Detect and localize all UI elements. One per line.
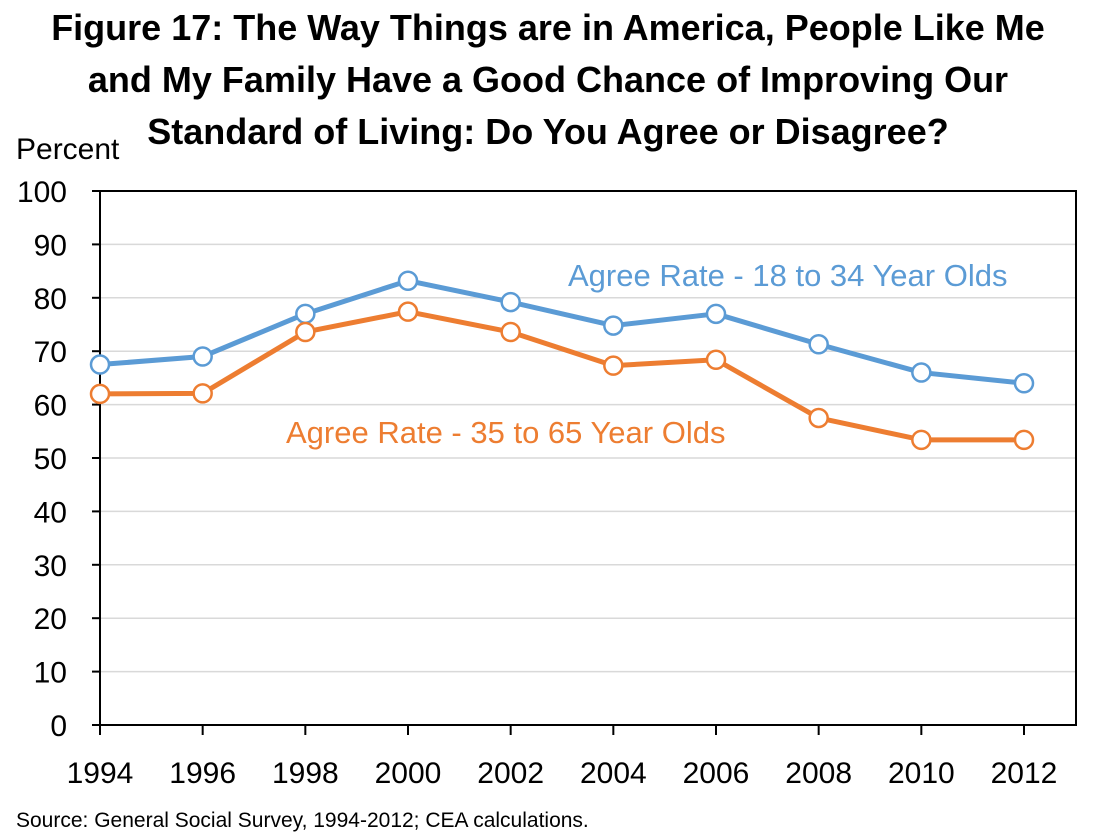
x-tick-label: 2008 (785, 757, 852, 790)
x-tick-label: 2006 (683, 757, 750, 790)
x-tick-label: 2000 (375, 757, 442, 790)
y-axis-label: Percent (16, 133, 120, 166)
data-point (192, 346, 213, 367)
data-point (192, 383, 213, 404)
y-tick-label: 20 (34, 603, 67, 636)
x-tick-label: 1994 (67, 757, 134, 790)
chart-title: Figure 17: The Way Things are in America… (0, 2, 1096, 158)
x-tick-label: 2010 (888, 757, 955, 790)
y-tick-label: 100 (17, 176, 67, 209)
series-line-0 (99, 278, 1025, 386)
data-point (808, 407, 829, 429)
y-tick-label: 80 (34, 283, 67, 316)
data-point (911, 429, 932, 451)
y-tick-label: 30 (34, 550, 67, 583)
data-point (89, 383, 111, 405)
y-tick-label: 90 (34, 229, 67, 262)
chart-title-line: Standard of Living: Do You Agree or Disa… (147, 111, 949, 152)
y-tick-label: 70 (34, 336, 67, 369)
x-tick-label: 1998 (272, 757, 339, 790)
series-line-1 (99, 309, 1024, 443)
data-point (397, 270, 419, 291)
gridlines (100, 243, 1076, 673)
y-tick-label: 40 (34, 496, 67, 529)
series-label-young: Agree Rate - 18 to 34 Year Olds (568, 258, 1007, 293)
data-point (603, 315, 624, 336)
data-point (500, 321, 521, 343)
data-point (1013, 372, 1035, 394)
y-tick-label: 0 (50, 710, 67, 743)
source-note: Source: General Social Survey, 1994-2012… (16, 809, 589, 832)
x-tick-label: 2002 (477, 757, 544, 790)
y-tick-label: 50 (34, 443, 67, 476)
data-point (397, 301, 419, 322)
y-tick-label: 60 (34, 390, 67, 423)
data-point (603, 355, 624, 376)
data-point (911, 362, 932, 383)
chart-title-line: and My Family Have a Good Chance of Impr… (87, 59, 1009, 100)
data-point (1013, 429, 1035, 451)
y-tick-label: 10 (34, 657, 67, 690)
data-point (705, 349, 727, 370)
x-axis-ticks: 1994 1996 1998 2000 2002 2004 2006 2008 2010 2012 (67, 725, 1058, 790)
x-tick-label: 2012 (991, 757, 1058, 790)
data-point (295, 321, 316, 343)
data-point (500, 291, 521, 313)
x-tick-label: 1996 (169, 757, 236, 790)
data-point (89, 354, 111, 375)
x-tick-label: 2004 (580, 757, 647, 790)
series-group (89, 270, 1035, 451)
data-point (808, 334, 829, 355)
data-point (295, 303, 316, 325)
series-label-older: Agree Rate - 35 to 65 Year Olds (286, 415, 725, 450)
chart-title-line: Figure 17: The Way Things are in America… (51, 7, 1045, 48)
data-point (705, 303, 727, 325)
y-axis-ticks: 0 10 20 30 40 50 60 70 80 90 100 (17, 176, 100, 743)
